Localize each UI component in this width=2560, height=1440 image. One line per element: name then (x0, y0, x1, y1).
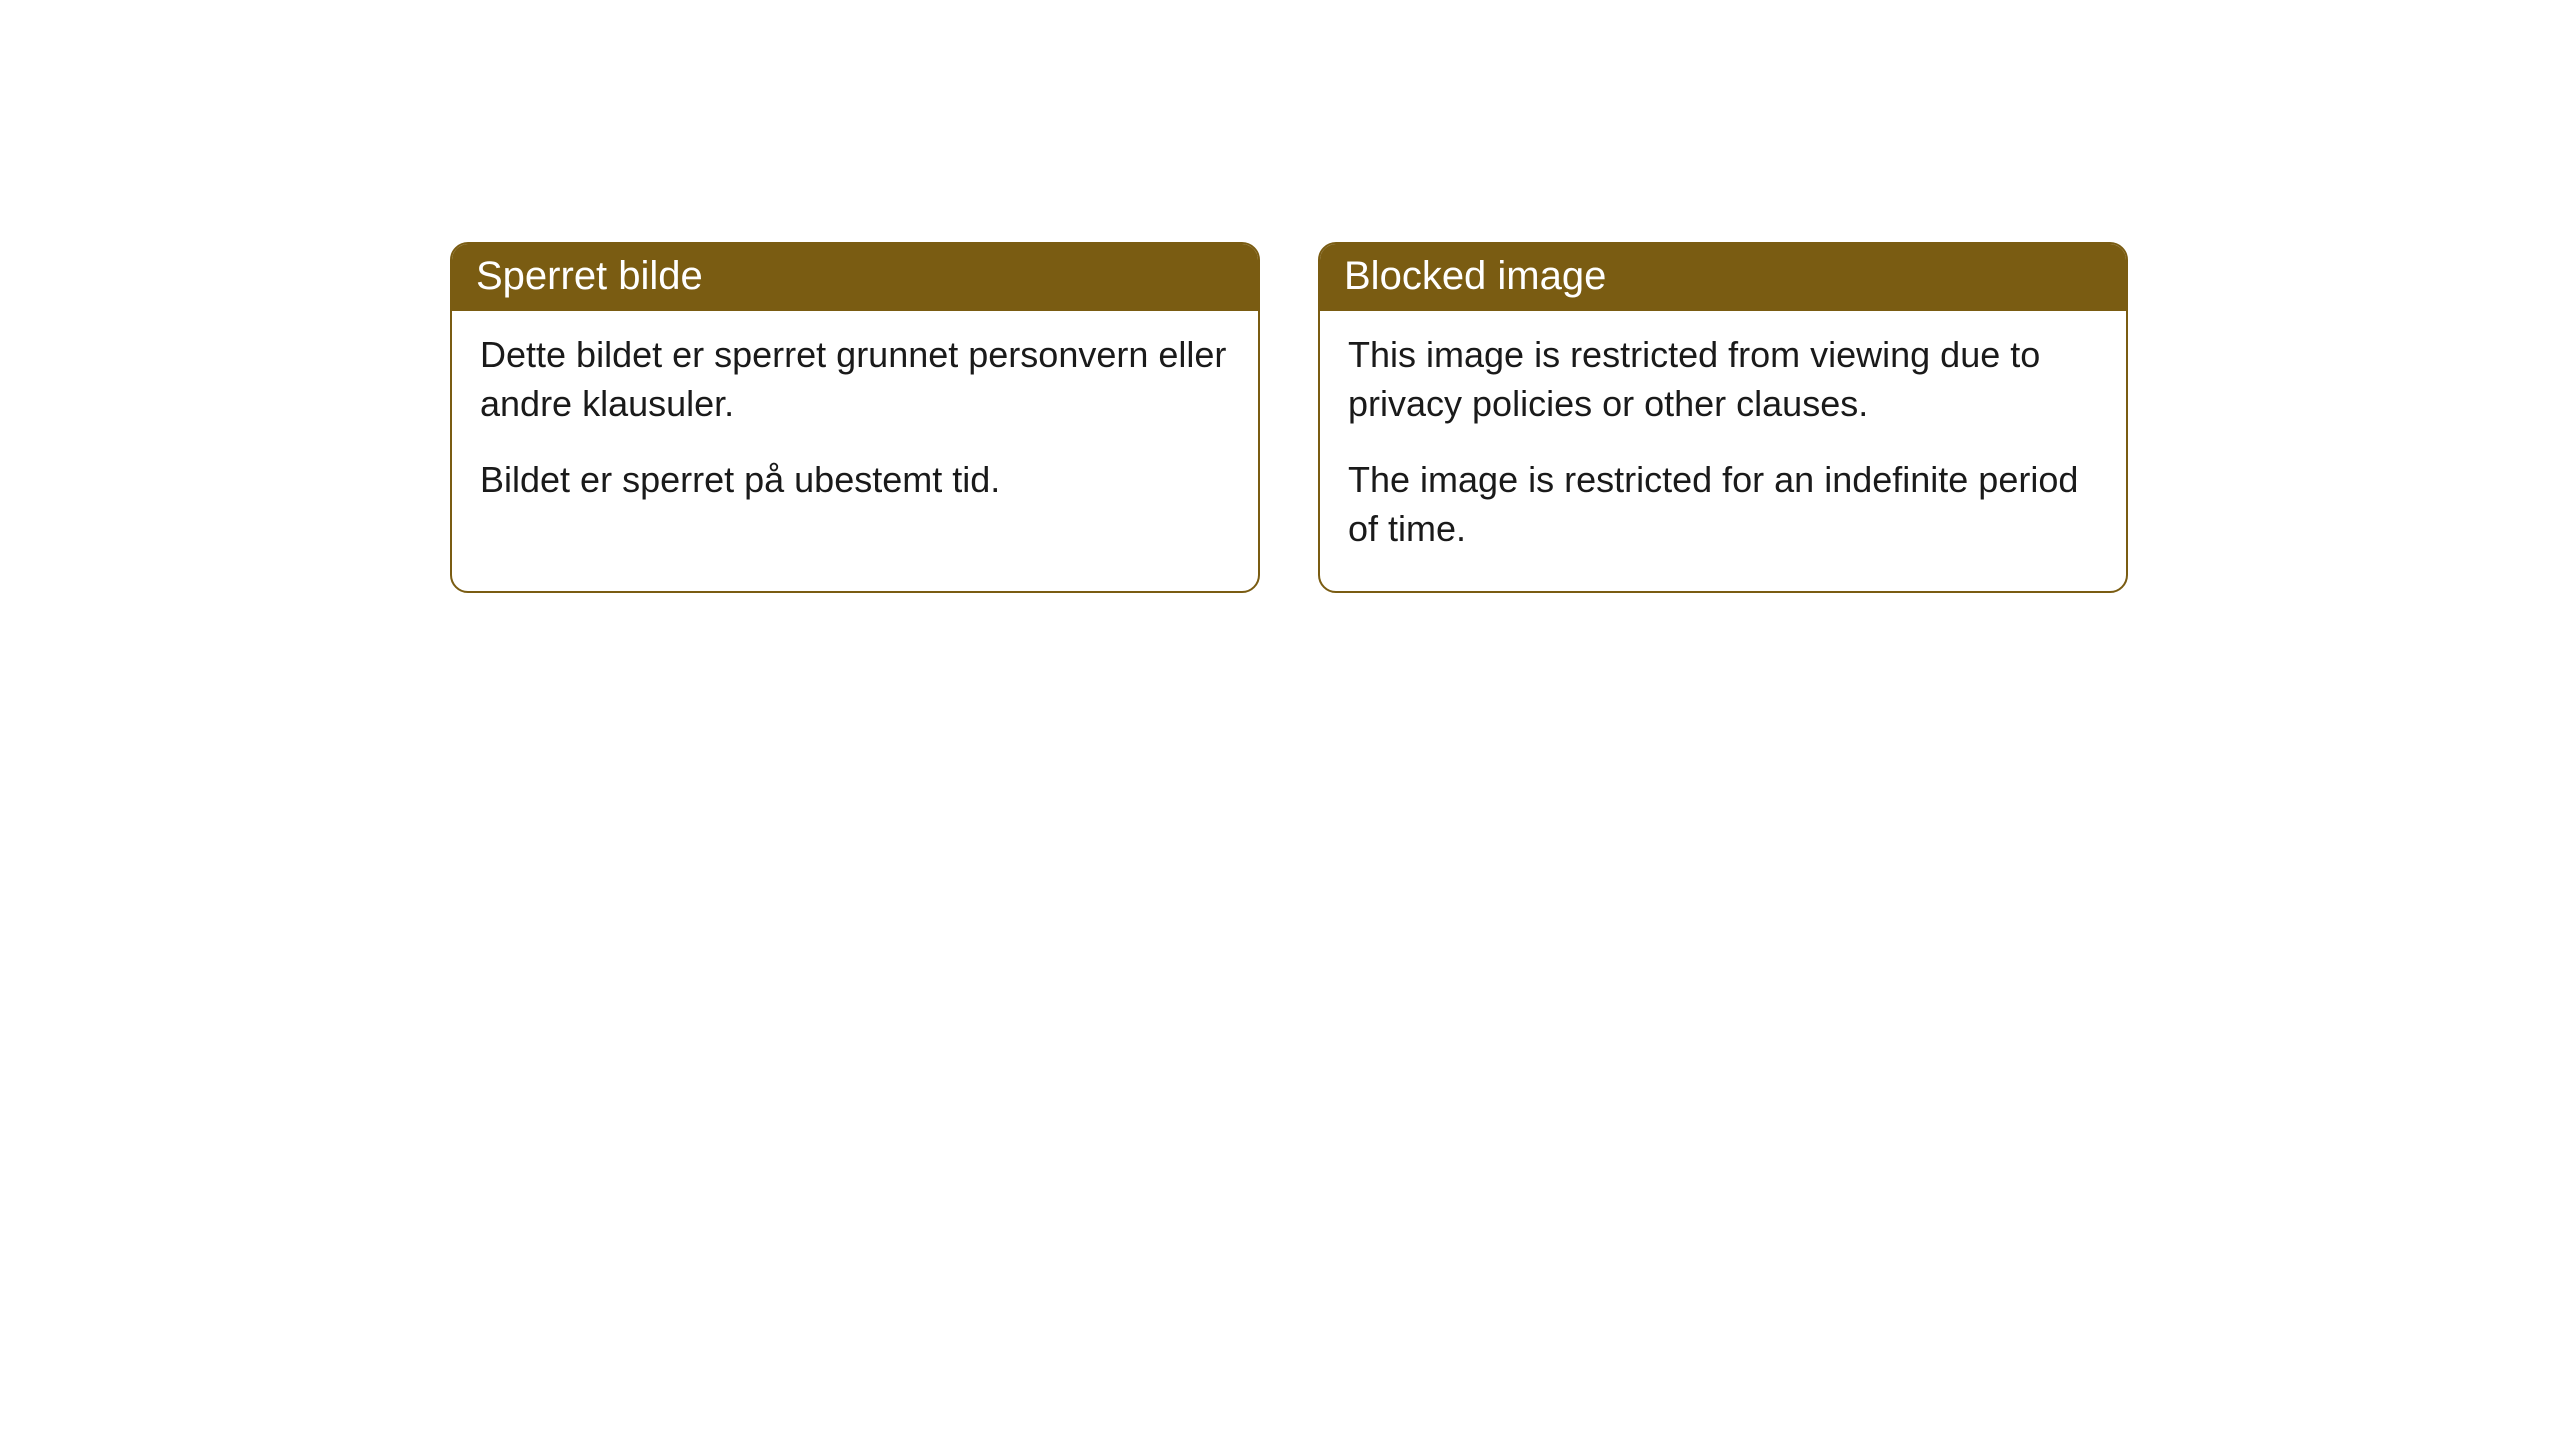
card-paragraph: Bildet er sperret på ubestemt tid. (480, 456, 1230, 505)
notice-card-norwegian: Sperret bilde Dette bildet er sperret gr… (450, 242, 1260, 593)
card-paragraph: The image is restricted for an indefinit… (1348, 456, 2098, 553)
card-paragraph: This image is restricted from viewing du… (1348, 331, 2098, 428)
card-title: Blocked image (1320, 244, 2126, 311)
notice-cards-container: Sperret bilde Dette bildet er sperret gr… (450, 242, 2128, 593)
card-body: Dette bildet er sperret grunnet personve… (452, 311, 1258, 543)
card-paragraph: Dette bildet er sperret grunnet personve… (480, 331, 1230, 428)
card-body: This image is restricted from viewing du… (1320, 311, 2126, 591)
notice-card-english: Blocked image This image is restricted f… (1318, 242, 2128, 593)
card-title: Sperret bilde (452, 244, 1258, 311)
